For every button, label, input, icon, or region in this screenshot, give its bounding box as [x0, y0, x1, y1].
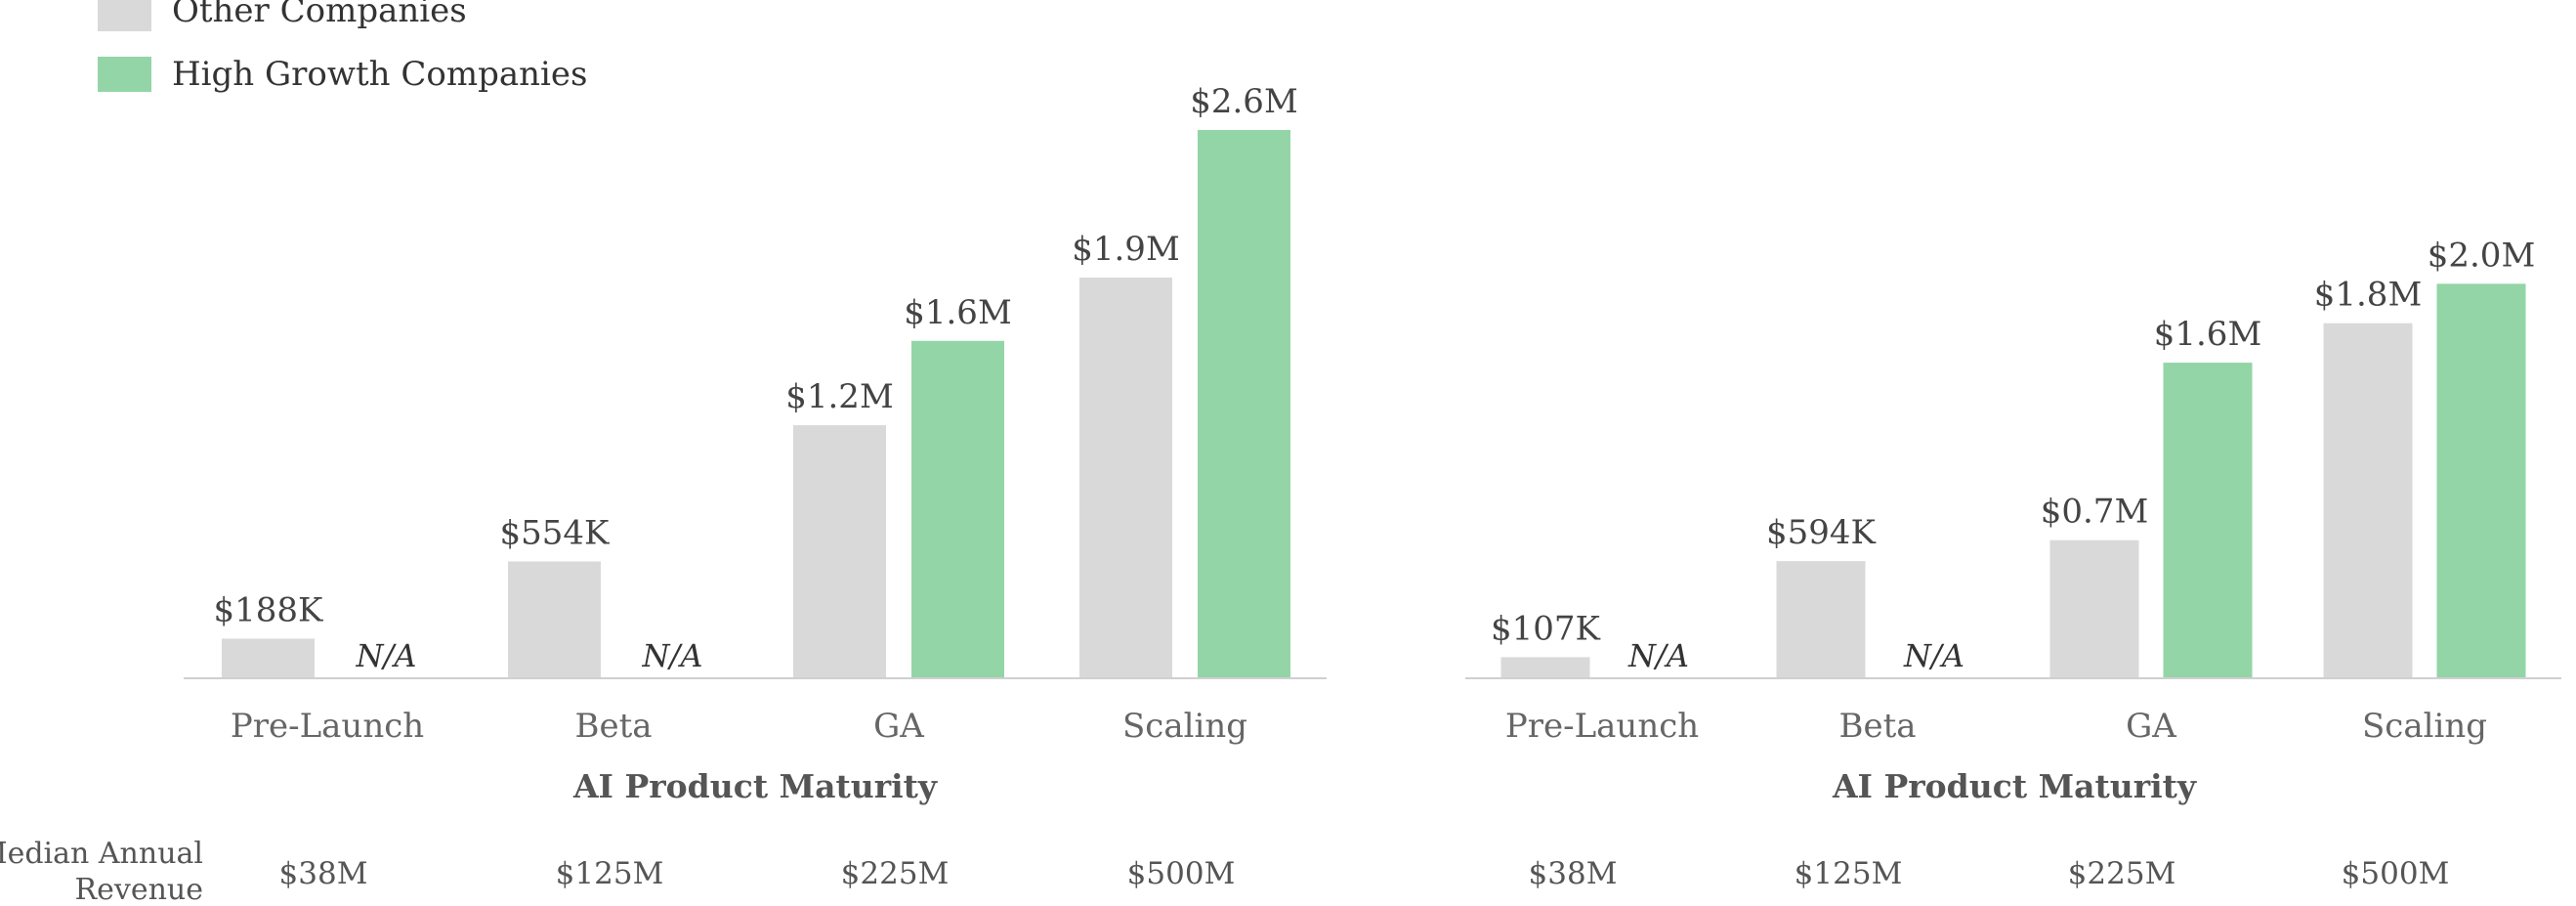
median-revenue-row: Median Annual Revenue $38M $125M $225M $500…	[0, 837, 2449, 906]
data-label: $1.6M	[2154, 315, 2262, 354]
data-label: $0.7M	[2041, 493, 2149, 532]
data-label: $107K	[1491, 609, 1601, 648]
median-revenue-value: $225M	[841, 856, 950, 891]
bar-other-pre-launch	[222, 638, 315, 678]
data-label: $1.6M	[904, 293, 1012, 332]
median-revenue-value: $500M	[1127, 856, 1236, 891]
data-label: $1.2M	[785, 377, 894, 416]
bar-other-ga	[793, 425, 886, 678]
median-revenue-values: $38M $125M $225M $500M $38M $125M $225M $500M	[279, 856, 2450, 891]
bar-other-ga	[2049, 539, 2139, 678]
x-axis-title: AI Product Maturity	[572, 767, 938, 805]
x-tick-label: Pre-Launch	[231, 707, 424, 746]
data-label-na: N/A	[1903, 637, 1964, 674]
data-label: $2.0M	[2428, 236, 2536, 275]
data-label-na: N/A	[356, 637, 417, 674]
median-revenue-value: $125M	[1795, 856, 1903, 891]
median-revenue-value: $500M	[2342, 856, 2450, 891]
chart-left: $188K N/A Pre-Launch $554K N/A Beta $1.2M $1.6M…	[184, 82, 1327, 805]
data-label: $594K	[1766, 513, 1877, 552]
legend: Other Companies High Growth Companies	[98, 0, 587, 94]
bar-other-scaling	[2323, 323, 2413, 678]
legend-swatch-high-growth	[98, 57, 151, 92]
median-revenue-value: $125M	[556, 856, 664, 891]
legend-swatch-other	[98, 0, 151, 31]
x-tick-label: Beta	[1838, 707, 1916, 746]
x-tick-label: GA	[2126, 707, 2176, 746]
bar-high-growth-scaling	[1198, 130, 1290, 678]
data-label-na: N/A	[1627, 637, 1689, 674]
x-tick-label: Scaling	[2362, 707, 2487, 746]
median-revenue-label-line1: Median Annual	[0, 837, 203, 871]
median-revenue-value: $38M	[1529, 856, 1618, 891]
data-label-na: N/A	[642, 637, 703, 674]
legend-label-other: Other Companies	[172, 0, 467, 30]
x-tick-label: GA	[873, 707, 924, 746]
x-axis-title: AI Product Maturity	[1832, 767, 2197, 805]
x-tick-label: Beta	[574, 707, 652, 746]
data-label: $554K	[500, 513, 611, 552]
x-tick-label: Pre-Launch	[1505, 707, 1699, 746]
bar-other-beta	[1776, 561, 1866, 678]
bar-other-beta	[508, 561, 601, 678]
data-label: $2.6M	[1190, 82, 1298, 121]
bar-other-scaling	[1079, 278, 1172, 678]
bar-high-growth-scaling	[2436, 283, 2526, 678]
legend-label-high-growth: High Growth Companies	[172, 55, 587, 94]
bar-high-growth-ga	[911, 340, 1004, 678]
median-revenue-label-line2: Revenue	[75, 873, 203, 906]
x-tick-label: Scaling	[1122, 707, 1247, 746]
data-label: $188K	[214, 590, 324, 629]
median-revenue-value: $38M	[279, 856, 368, 891]
chart-right: $107K N/A Pre-Launch $594K N/A Beta $0.7M $1.6M…	[1465, 236, 2561, 805]
data-label: $1.9M	[1072, 230, 1180, 269]
data-label: $1.8M	[2314, 276, 2423, 315]
bar-other-pre-launch	[1500, 657, 1590, 678]
median-revenue-value: $225M	[2068, 856, 2176, 891]
bar-high-growth-ga	[2163, 363, 2253, 678]
